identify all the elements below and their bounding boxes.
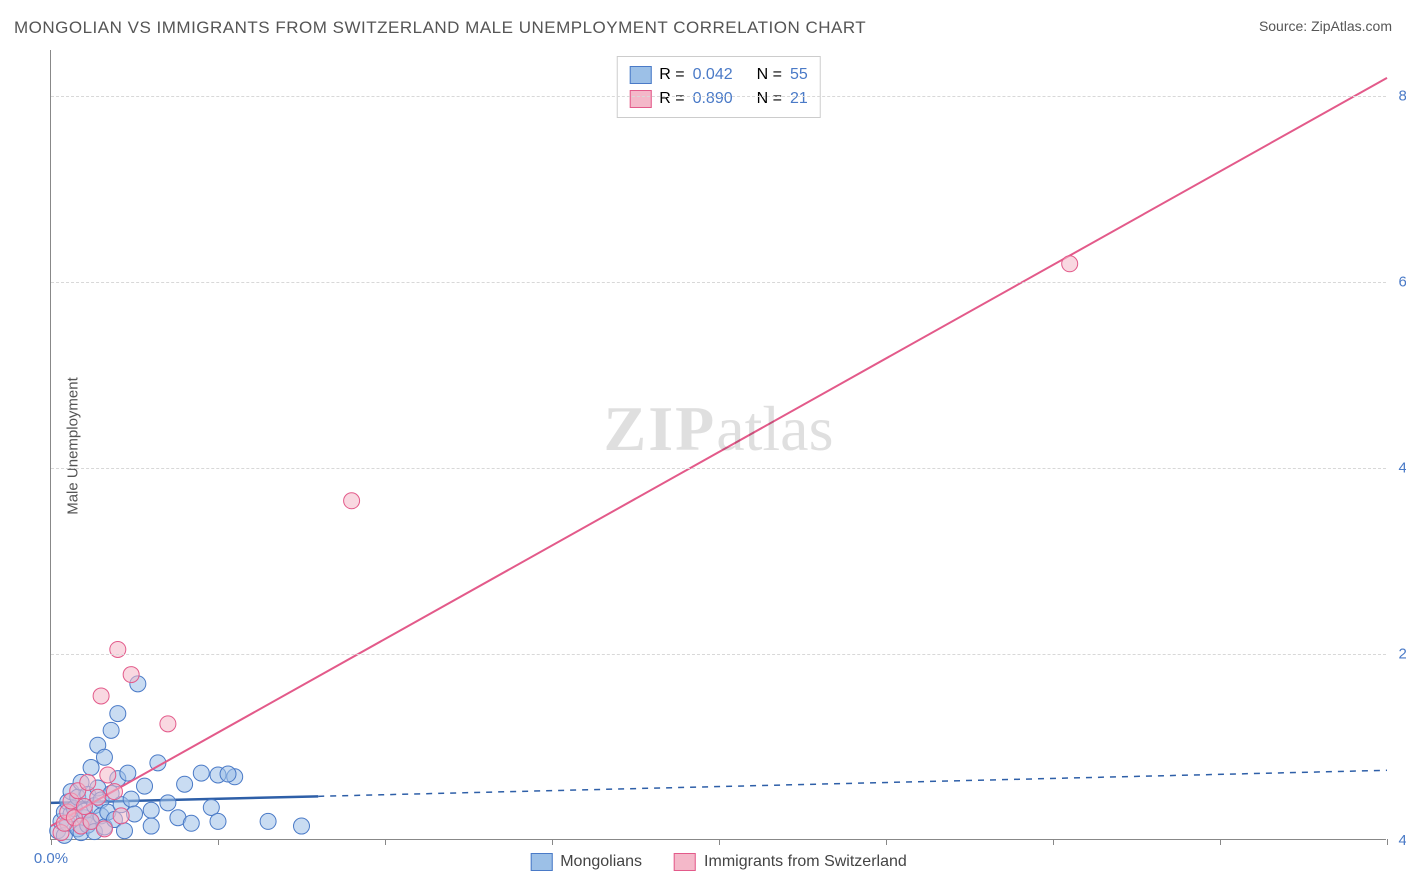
x-tick [1387,839,1388,845]
y-tick-label: 80.0% [1398,88,1406,105]
x-tick [385,839,386,845]
legend-correlation: R = 0.042 N = 55 R = 0.890 N = 21 [616,56,821,118]
gridline [51,282,1386,283]
chart-source: Source: ZipAtlas.com [1259,18,1392,34]
legend-label-mongolians: Mongolians [560,853,642,871]
legend-row-swiss: R = 0.890 N = 21 [629,87,808,111]
legend-n-value-mongolians: 55 [790,63,808,87]
x-tick [1220,839,1221,845]
plot-area: ZIPatlas R = 0.042 N = 55 R = 0.890 N = … [50,50,1386,840]
y-tick-label: 60.0% [1398,274,1406,291]
x-tick [51,839,52,845]
x-tick [552,839,553,845]
legend-swatch-swiss-b [674,853,696,871]
x-tick-label: 40.0% [1398,832,1406,849]
legend-row-mongolians: R = 0.042 N = 55 [629,63,808,87]
gridline [51,96,1386,97]
legend-series: Mongolians Immigrants from Switzerland [530,853,907,871]
chart-title: MONGOLIAN VS IMMIGRANTS FROM SWITZERLAND… [14,18,866,38]
legend-item-mongolians: Mongolians [530,853,642,871]
legend-label-swiss: Immigrants from Switzerland [704,853,907,871]
y-tick-label: 40.0% [1398,460,1406,477]
x-tick [719,839,720,845]
legend-r-value-mongolians: 0.042 [693,63,733,87]
x-tick [218,839,219,845]
legend-item-swiss: Immigrants from Switzerland [674,853,907,871]
legend-swatch-swiss [629,90,651,108]
legend-swatch-mongolians [629,66,651,84]
x-tick [1053,839,1054,845]
legend-r-label: R = [659,63,684,87]
chart-svg [51,50,1386,839]
legend-swatch-mongolians-b [530,853,552,871]
gridline [51,654,1386,655]
legend-n-label: N = [757,63,782,87]
legend-n-value-swiss: 21 [790,87,808,111]
x-tick [886,839,887,845]
x-tick-label: 0.0% [34,850,68,867]
gridline [51,468,1386,469]
legend-n-label: N = [757,87,782,111]
legend-r-value-swiss: 0.890 [693,87,733,111]
legend-r-label: R = [659,87,684,111]
y-tick-label: 20.0% [1398,646,1406,663]
